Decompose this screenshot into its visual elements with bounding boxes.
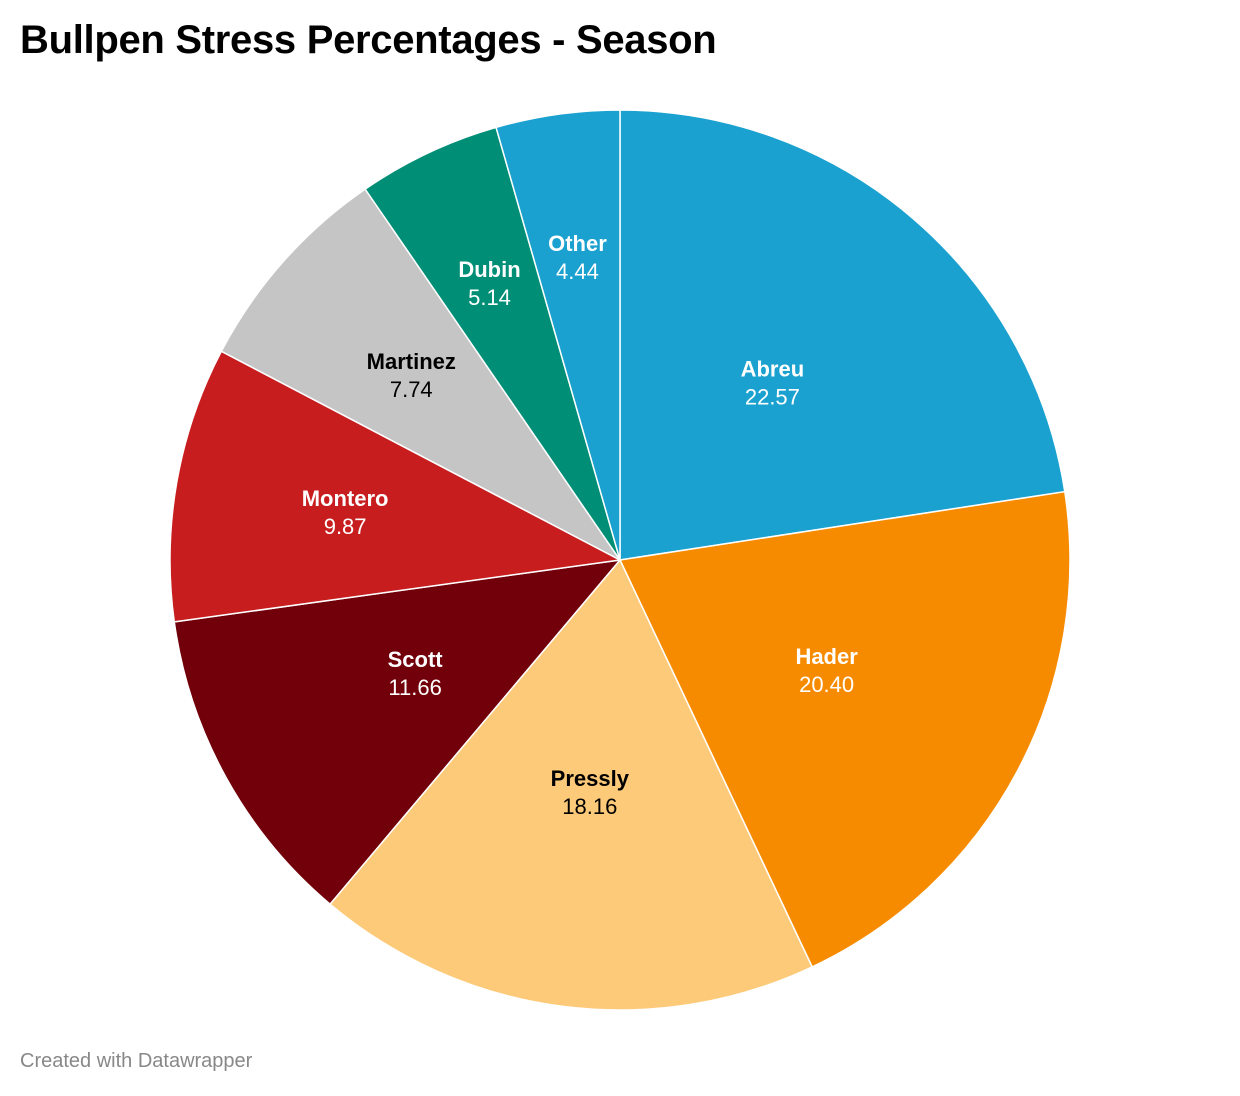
pie-slice-scott	[173, 558, 622, 906]
pie-slice-montero	[169, 350, 623, 623]
slice-label-dubin: Dubin	[458, 257, 520, 282]
pie-chart: Abreu 22.57 Hader 20.40 Pressly 18.16 Scott 11.…	[169, 109, 1071, 1011]
pie-slice-dubin	[364, 126, 621, 561]
pie-slice-other	[495, 109, 621, 561]
slice-value-pressly: 18.16	[562, 794, 617, 819]
slice-value-martinez: 7.74	[390, 377, 433, 402]
pie-slice-martinez	[220, 188, 621, 561]
slice-label-other: Other	[548, 231, 607, 256]
slice-label-martinez: Martinez	[367, 349, 456, 374]
pie-slice-abreu	[619, 109, 1066, 561]
footer-credit: Created with Datawrapper	[20, 1050, 253, 1072]
slice-value-hader: 20.40	[799, 672, 854, 697]
slice-label-abreu: Abreu	[741, 356, 805, 381]
slice-value-abreu: 22.57	[745, 384, 800, 409]
chart-title: Bullpen Stress Percentages - Season	[20, 18, 717, 62]
slice-value-scott: 11.66	[388, 675, 441, 700]
pie-labels: Abreu 22.57 Hader 20.40 Pressly 18.16 Scott 11.…	[302, 231, 858, 819]
slice-value-montero: 9.87	[324, 514, 367, 539]
slice-label-scott: Scott	[388, 647, 444, 672]
slice-label-pressly: Pressly	[551, 766, 630, 791]
slice-label-hader: Hader	[795, 644, 858, 669]
slice-label-montero: Montero	[302, 486, 389, 511]
pie-slice-hader	[618, 490, 1071, 968]
pie-slices	[169, 109, 1071, 1011]
slice-value-other: 4.44	[556, 259, 599, 284]
pie-slice-pressly	[329, 558, 814, 1011]
slice-value-dubin: 5.14	[468, 285, 511, 310]
